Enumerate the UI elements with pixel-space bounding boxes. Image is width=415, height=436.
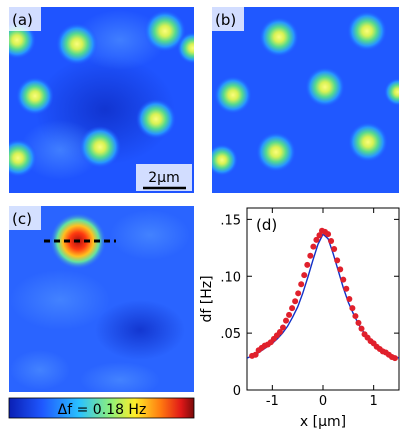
panel-a-label-box: (a): [9, 7, 41, 31]
data-point: [358, 325, 365, 332]
chart-points-layer: [249, 227, 398, 362]
panel-b-image: [212, 7, 399, 193]
data-point: [331, 245, 338, 252]
data-point: [325, 231, 332, 238]
y-axis-label: df [Hz]: [199, 275, 215, 322]
data-point: [337, 266, 344, 273]
panel-c-label: (c): [12, 210, 32, 228]
data-point: [352, 313, 359, 320]
data-point: [279, 324, 286, 331]
data-point: [391, 355, 398, 362]
panel-b-label: (b): [215, 11, 236, 29]
colorbar: Δf = 0.18 Hz: [8, 397, 195, 419]
data-point: [328, 237, 335, 244]
x-axis-label: x [µm]: [300, 414, 346, 430]
data-point: [289, 305, 296, 312]
data-point: [310, 243, 317, 250]
panel-c-label-box: (c): [9, 206, 41, 230]
data-point: [307, 252, 314, 259]
y-tick-label: .15: [220, 213, 241, 228]
data-point: [334, 257, 341, 264]
panel-a-label: (a): [12, 11, 33, 29]
panel-a-image: [9, 7, 194, 193]
y-tick-label: 0: [233, 384, 241, 399]
data-point: [295, 290, 302, 297]
data-point: [301, 272, 308, 279]
data-point: [316, 232, 323, 239]
x-tick-label: -1: [266, 394, 279, 409]
chart-d: -1 0 1 0 .05 .10 .15 (d) x [µm] df [Hz]: [199, 207, 400, 430]
data-point: [349, 305, 356, 312]
x-tick-label: 1: [370, 394, 378, 409]
x-tick-label: 0: [319, 394, 327, 409]
scalebar: 2µm: [136, 164, 192, 191]
data-point: [343, 285, 350, 292]
scalebar-label: 2µm: [148, 170, 179, 186]
panel-b-label-box: (b): [212, 7, 244, 31]
y-tick-label: .10: [220, 270, 241, 285]
data-point: [276, 328, 283, 335]
data-point: [304, 261, 311, 268]
colorbar-label: Δf = 0.18 Hz: [58, 402, 147, 418]
data-point: [283, 317, 290, 324]
data-point: [340, 276, 347, 283]
y-tick-label: .05: [220, 327, 241, 342]
data-point: [252, 351, 259, 358]
data-point: [298, 281, 305, 288]
data-point: [286, 311, 293, 318]
chart-ticks: -1 0 1 0 .05 .10 .15: [220, 208, 399, 409]
panel-c-image: [9, 206, 194, 392]
data-point: [292, 298, 299, 305]
data-point: [313, 236, 320, 243]
data-point: [355, 319, 362, 326]
data-point: [346, 296, 353, 302]
panel-d-label: (d): [256, 216, 277, 234]
